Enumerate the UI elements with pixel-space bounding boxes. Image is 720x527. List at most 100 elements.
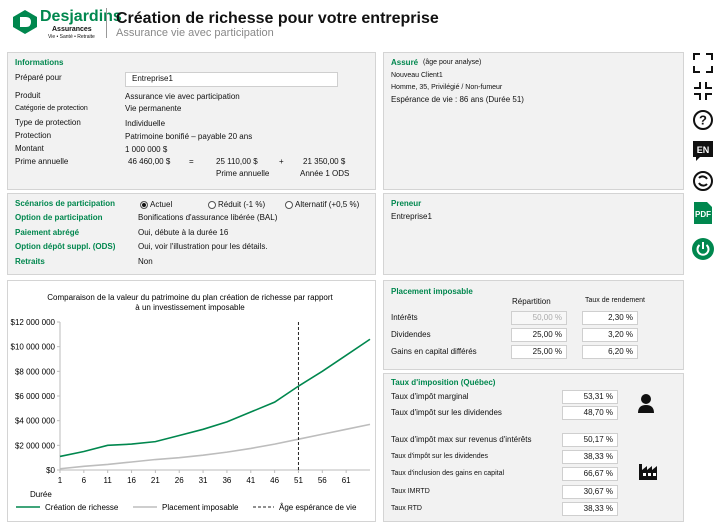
section-title: Placement imposable	[391, 287, 473, 296]
label: Taux d'impôt marginal	[391, 392, 469, 401]
label: Protection	[15, 131, 52, 140]
y-tick-label: $10 000 000	[11, 343, 56, 352]
pdf-label[interactable]: PDF	[695, 210, 711, 219]
radio[interactable]	[140, 201, 148, 209]
refresh-button[interactable]	[693, 171, 713, 191]
chart-panel	[7, 280, 376, 522]
label: Paiement abrégé	[15, 228, 80, 237]
taxes-panel	[383, 373, 684, 522]
section-title: Informations	[15, 58, 64, 67]
x-tick-label: 56	[318, 476, 327, 485]
label: Taux RTD	[391, 505, 422, 512]
logo-tag: Vie • Santé • Retraite	[48, 34, 95, 40]
radio[interactable]	[285, 201, 293, 209]
column-header: Répartition	[512, 297, 551, 306]
compress-button[interactable]	[694, 82, 712, 100]
logo-mark	[13, 10, 37, 34]
chart: Comparaison de la valeur du patrimoine d…	[11, 293, 371, 512]
x-axis-label: Durée	[30, 490, 52, 499]
person-icon	[638, 394, 654, 413]
label: Prime annuelle	[15, 157, 69, 166]
subtitle: Assurance vie avec participation	[116, 27, 274, 39]
title: Création de richesse pour votre entrepri…	[116, 10, 439, 27]
section-title: Taux d'imposition (Québec)	[391, 378, 496, 387]
note: (âge pour analyse)	[423, 59, 482, 66]
field[interactable]: 3,20 %	[582, 328, 638, 342]
x-tick-label: 11	[104, 476, 113, 485]
caption: Année 1 ODS	[300, 169, 350, 178]
logo: Desjardins	[40, 8, 122, 25]
field[interactable]: 2,30 %	[582, 311, 638, 325]
y-tick-label: $6 000 000	[15, 392, 56, 401]
x-tick-label: 31	[199, 476, 208, 485]
value: 46 460,00 $	[128, 157, 171, 166]
expand-button[interactable]	[693, 53, 713, 73]
field: 38,33 %	[562, 450, 618, 464]
label: Dividendes	[391, 330, 431, 339]
line	[59, 423, 371, 470]
value: 1 000 000 $	[125, 145, 168, 154]
legend-label: Placement imposable	[162, 503, 239, 512]
radio-label[interactable]: Actuel	[150, 200, 173, 209]
language-button[interactable]: EN	[693, 141, 713, 161]
radio-label[interactable]: Réduit (-1 %)	[218, 200, 266, 209]
label: Taux d'impôt sur les dividendes	[391, 408, 502, 417]
field[interactable]: 6,20 %	[582, 345, 638, 359]
field: 48,70 %	[562, 406, 618, 420]
field[interactable]: 25,00 %	[511, 328, 567, 342]
label: Type de protection	[15, 118, 81, 127]
radio-label[interactable]: Alternatif (+0,5 %)	[295, 200, 360, 209]
label: Option dépôt suppl. (ODS)	[15, 242, 116, 251]
legend-label: Âge espérance de vie	[279, 503, 357, 512]
column-header: Taux de rendement	[585, 297, 645, 304]
value: Vie permanente	[125, 104, 182, 113]
label: Taux d'impôt sur les dividendes	[391, 453, 489, 460]
value: Individuelle	[125, 119, 166, 128]
field: 38,33 %	[562, 502, 618, 516]
value: 25 110,00 $	[216, 157, 258, 166]
power-button[interactable]	[692, 238, 714, 260]
section-title: Scénarios de participation	[15, 199, 116, 208]
x-tick-label: 41	[246, 476, 255, 485]
label: Produit	[15, 91, 41, 100]
caption: Prime annuelle	[216, 169, 270, 178]
label: Option de participation	[15, 213, 103, 222]
value: Nouveau Client1	[391, 72, 443, 79]
x-tick-label: 51	[294, 476, 303, 485]
field: 30,67 %	[562, 485, 618, 499]
field[interactable]: 25,00 %	[511, 345, 567, 359]
preneur-panel	[383, 193, 684, 275]
value: 21 350,00 $	[303, 157, 346, 166]
y-tick-label: $12 000 000	[11, 318, 56, 327]
svg-text:?: ?	[699, 113, 707, 128]
label: Montant	[15, 144, 44, 153]
x-tick-label: 1	[58, 476, 63, 485]
value: Oui, voir l'illustration pour les détail…	[138, 242, 268, 251]
label: Taux d'inclusion des gains en capital	[391, 470, 505, 477]
chart-title: Comparaison de la valeur du patrimoine d…	[47, 293, 333, 312]
field: 53,31 %	[562, 390, 618, 404]
divider	[106, 8, 107, 38]
radio[interactable]	[208, 201, 216, 209]
text-input[interactable]: Entreprise1	[125, 72, 338, 87]
pdf-button[interactable]: PDF	[694, 202, 712, 224]
label: Taux IMRTD	[391, 488, 430, 495]
operator: =	[189, 157, 194, 166]
factory-icon	[639, 464, 657, 480]
value: Non	[138, 257, 153, 266]
label: Taux d'impôt max sur revenus d'intérêts	[391, 435, 532, 444]
value: Oui, débute à la durée 16	[138, 228, 229, 237]
language-label[interactable]: EN	[697, 145, 710, 155]
label: Catégorie de protection	[15, 105, 88, 112]
x-tick-label: 61	[342, 476, 351, 485]
value: Patrimoine bonifié – payable 20 ans	[125, 132, 253, 141]
x-tick-label: 16	[127, 476, 136, 485]
scenario-panel	[7, 193, 376, 275]
line	[59, 338, 371, 458]
field: 66,67 %	[562, 467, 618, 481]
value: Bonifications d'assurance libérée (BAL)	[138, 213, 278, 222]
help-button[interactable]: ?	[693, 110, 713, 130]
label: Préparé pour	[15, 73, 62, 82]
assure-panel	[383, 52, 684, 190]
value: Entreprise1	[391, 212, 432, 221]
